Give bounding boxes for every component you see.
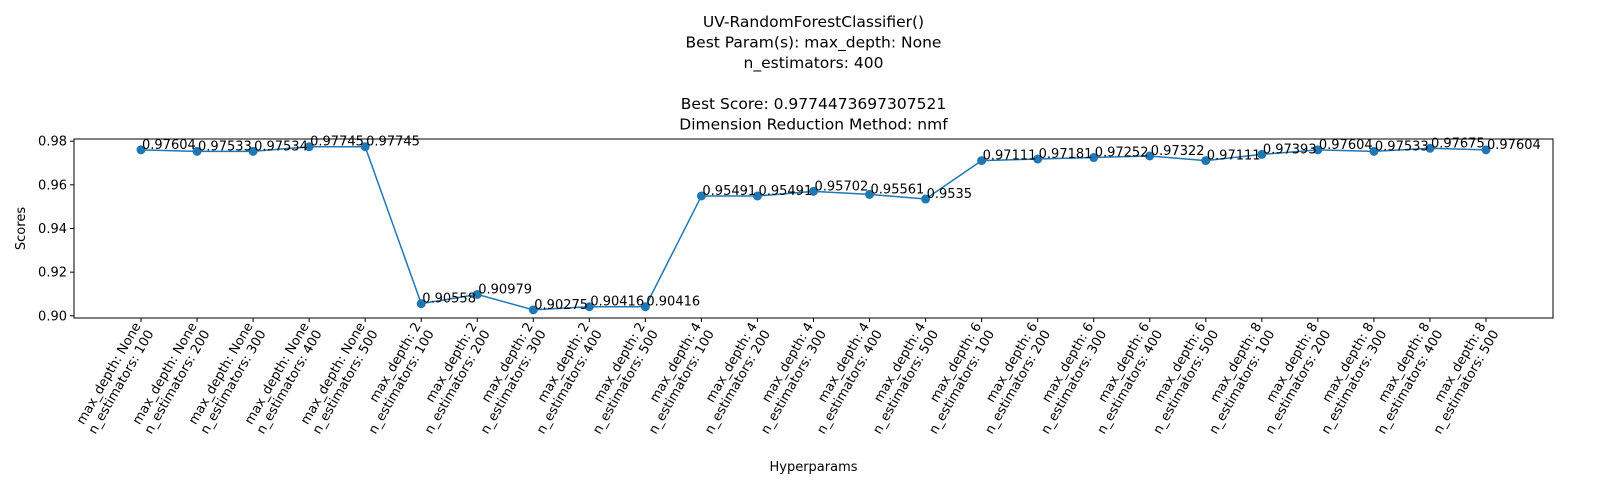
data-label: 0.90275 [534,298,588,313]
x-axis-label: Hyperparams [769,460,857,475]
data-label: 0.97604 [142,138,196,153]
data-point [248,146,258,156]
chart-title-line: UV-RandomForestClassifier() [703,13,924,31]
data-label: 0.97111 [1207,149,1261,164]
data-label: 0.95491 [702,184,756,199]
data-label: 0.97534 [254,139,308,154]
data-label: 0.95491 [758,184,812,199]
chart-title-line: Best Score: 0.9774473697307521 [681,95,946,113]
chart-title-line: Dimension Reduction Method: nmf [679,116,948,134]
chart-title: UV-RandomForestClassifier() Best Param(s)… [679,13,948,134]
data-label: 0.97604 [1319,138,1373,153]
data-label: 0.97393 [1263,142,1317,157]
data-point [1369,146,1379,156]
y-tick-label: 0.98 [38,135,67,150]
y-tick-label: 0.90 [38,309,67,324]
data-label: 0.90416 [646,295,700,310]
data-point [1033,154,1043,164]
y-tick-label: 0.92 [38,266,67,281]
y-tick-label: 0.94 [38,222,67,237]
plot-frame [73,138,1554,319]
data-label: 0.95561 [871,182,925,197]
data-point [192,146,202,156]
data-point [360,142,370,152]
data-point [1257,149,1267,159]
data-point [584,302,594,312]
data-label: 0.97111 [983,149,1037,164]
y-tick-label: 0.96 [38,178,67,193]
data-label: 0.9535 [927,187,973,202]
data-point [977,156,987,166]
data-point [472,289,482,299]
data-label: 0.97604 [1487,138,1541,153]
data-label: 0.97322 [1151,144,1205,159]
data-point [304,142,314,152]
data-label: 0.90979 [478,282,532,297]
data-label: 0.97745 [310,135,364,150]
data-labels: 0.97604 0.97533 0.97534 0.97745 0.977450.905… [142,135,1541,313]
series-scores [136,142,1491,315]
series-line [140,146,1487,311]
data-label: 0.97533 [198,139,252,154]
data-label: 0.97745 [366,135,420,150]
chart-title-line: Best Param(s): max_depth: None [686,34,942,53]
data-point [528,305,538,315]
data-point [1481,145,1491,155]
data-point [865,189,875,199]
data-point [809,186,818,196]
data-point [921,194,931,204]
data-point [1089,153,1099,163]
data-point [1425,143,1435,153]
data-label: 0.97533 [1375,139,1429,154]
data-label: 0.95702 [815,179,869,194]
data-label: 0.97252 [1095,146,1149,161]
x-axis: max_depth: Nonen_estimators: 100max_dept… [74,318,1502,437]
data-label: 0.90416 [590,295,644,310]
y-axis: 0.90 0.92 0.94 0.96 0.98 [38,135,74,324]
data-point [1201,156,1211,166]
data-label: 0.97675 [1431,136,1485,151]
chart-title-line: n_estimators: 400 [744,54,884,73]
data-label: 0.97181 [1039,147,1093,162]
data-point [416,299,426,309]
data-point [752,191,762,201]
data-point [696,191,706,201]
y-axis-label: Scores [14,207,29,250]
data-point [1313,145,1323,155]
data-point [640,302,650,312]
data-point [1145,151,1155,161]
data-label: 0.90558 [422,292,476,307]
data-point [136,145,146,155]
